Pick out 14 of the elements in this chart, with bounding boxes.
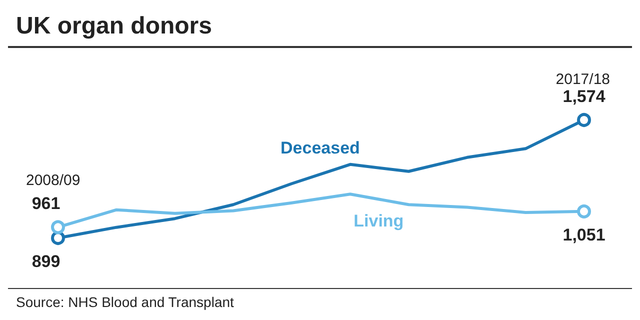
point	[51, 231, 65, 245]
data-label: 1,051	[562, 225, 606, 244]
chart-title: UK organ donors	[16, 12, 212, 40]
series-label: Deceased	[280, 138, 360, 158]
series-label: Living	[354, 212, 404, 231]
point	[577, 113, 591, 127]
annotation: 2008/09	[26, 172, 80, 189]
point	[577, 204, 591, 218]
point	[51, 220, 65, 234]
data-label: 899	[32, 252, 60, 271]
text: 2017/18	[556, 71, 610, 88]
data-label: 1,574	[562, 87, 606, 106]
data-label: 961	[32, 194, 60, 214]
source-note: Source: NHS Blood and Transplant	[16, 294, 234, 310]
